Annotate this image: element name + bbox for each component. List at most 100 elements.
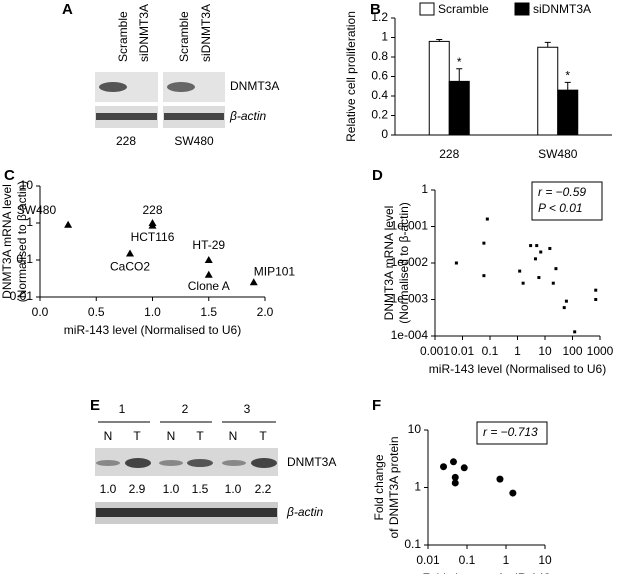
y-tick-label: 10 <box>20 178 34 192</box>
lane-label: N <box>229 429 238 443</box>
y-tick-label: 0 <box>381 127 388 141</box>
y-tick-label: 1 <box>421 182 428 196</box>
panel-letter: C <box>4 167 15 184</box>
error-bar <box>544 41 551 48</box>
bar <box>448 80 470 136</box>
y-tick-label: 1e-001 <box>391 219 429 233</box>
y-tick-label: 1e-002 <box>391 255 429 269</box>
point <box>440 463 448 471</box>
point <box>551 281 555 285</box>
lane-label: T <box>259 429 267 443</box>
lane-label: Scramble <box>116 11 130 62</box>
point <box>535 244 539 248</box>
point <box>529 244 533 248</box>
point <box>554 267 558 271</box>
y-axis-label: DNMT3A mRNA level <box>0 184 14 299</box>
point-label: HCT116 <box>131 230 175 244</box>
bar <box>428 40 450 136</box>
legend-label: Scramble <box>438 2 489 16</box>
panel-letter: E <box>90 397 100 414</box>
y-tick-label: 0.4 <box>371 88 388 102</box>
point <box>539 250 543 254</box>
x-tick-label: SW480 <box>538 147 578 161</box>
lane-label: siDNMT3A <box>137 4 151 62</box>
annotation: * <box>565 69 570 83</box>
point <box>126 249 134 257</box>
x-tick-label: 0.01 <box>451 344 475 358</box>
legend-swatch <box>419 2 435 16</box>
y-tick-label: 1 <box>414 480 421 494</box>
y-tick-label: 0.8 <box>371 49 388 63</box>
y-axis-label: (Normalised to β-actin) <box>15 181 29 303</box>
error-bar <box>564 81 571 91</box>
cell-line: SW480 <box>174 134 214 148</box>
lane-label: N <box>104 429 113 443</box>
y-axis-label: Fold change <box>372 454 386 520</box>
blot <box>95 72 225 128</box>
x-tick-label: 1 <box>514 344 521 358</box>
point <box>564 299 568 303</box>
ratio: 2.2 <box>255 482 272 496</box>
ratio: 1.0 <box>225 482 242 496</box>
ratio: 1.0 <box>100 482 117 496</box>
point <box>594 288 598 292</box>
y-tick-label: 0.1 <box>404 537 421 551</box>
x-tick-label: 0.1 <box>459 553 476 567</box>
blot <box>95 448 278 524</box>
ratio: 1.5 <box>192 482 209 496</box>
point <box>451 473 459 481</box>
point-label: 228 <box>142 203 162 217</box>
point <box>573 330 577 334</box>
panel-letter: B <box>370 1 381 18</box>
lane-label: T <box>196 429 204 443</box>
x-tick-label: 1000 <box>587 344 614 358</box>
point <box>204 270 213 278</box>
x-axis-label: miR-143 level (Normalised to U6) <box>64 323 241 337</box>
y-axis-label: Relative cell proliferation <box>344 11 358 142</box>
lane-label: siDNMT3A <box>199 4 213 62</box>
point <box>521 281 525 285</box>
row-label: β-actin <box>286 505 324 519</box>
point <box>594 298 598 301</box>
point-label: SW480 <box>17 203 57 217</box>
point <box>533 257 537 261</box>
x-tick-label: 228 <box>439 147 459 161</box>
point <box>518 269 522 273</box>
point <box>204 256 213 263</box>
x-tick-label: 100 <box>562 344 582 358</box>
x-tick-label: 0.5 <box>88 305 105 319</box>
annotation: P < 0.01 <box>538 201 583 215</box>
annotation: * <box>457 55 462 69</box>
legend-label: siDNMT3A <box>533 2 591 16</box>
point <box>460 464 468 472</box>
annotation: r = −0.59 <box>538 185 586 199</box>
y-tick-label: 1 <box>381 30 388 44</box>
x-axis-label: miR-143 level (Normalised to U6) <box>429 362 606 376</box>
y-axis-label: (Normalised to β-actin) <box>397 202 411 324</box>
group-label: 1 <box>119 402 126 416</box>
y-axis-label: DNMT3A mRNA level <box>382 206 396 321</box>
point <box>496 475 504 483</box>
point <box>509 489 517 497</box>
point-label: HT-29 <box>192 238 225 252</box>
x-tick-label: 1.0 <box>144 305 161 319</box>
y-tick-label: 0.2 <box>371 108 388 122</box>
y-tick-label: 1e-004 <box>391 328 429 342</box>
point <box>451 479 459 487</box>
point-label: Clone A <box>188 279 230 293</box>
annotation-box <box>531 181 603 221</box>
panel-letter: F <box>372 397 381 414</box>
point <box>482 241 486 245</box>
point <box>64 220 73 228</box>
bar <box>537 46 559 136</box>
y-tick-label: 1.2 <box>371 10 388 24</box>
point <box>454 261 458 265</box>
point <box>249 278 258 286</box>
row-label: DNMT3A <box>287 455 336 469</box>
y-tick-label: 0.01 <box>10 289 34 303</box>
point <box>537 276 541 280</box>
panel-letter: A <box>62 1 73 18</box>
point <box>148 221 157 229</box>
legend-swatch <box>514 2 530 16</box>
x-tick-label: 10 <box>538 553 552 567</box>
